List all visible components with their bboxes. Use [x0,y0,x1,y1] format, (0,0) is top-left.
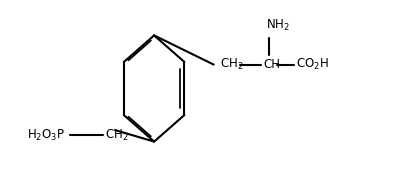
Text: H$_2$O$_3$P: H$_2$O$_3$P [27,128,65,143]
Text: CH$_2$: CH$_2$ [220,57,243,72]
Text: CH: CH [263,58,280,71]
Text: CH$_2$: CH$_2$ [105,128,128,143]
Text: NH$_2$: NH$_2$ [266,18,290,33]
Text: CO$_2$H: CO$_2$H [296,57,329,72]
